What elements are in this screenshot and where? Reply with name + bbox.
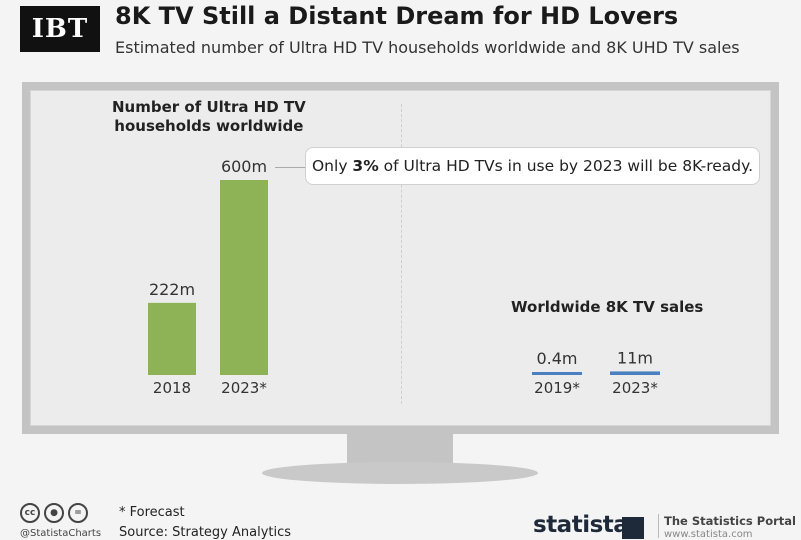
cc-icon: cc [20,503,40,523]
households-title-line2: households worldwide [114,117,304,135]
tv-stand-base [262,462,538,484]
ibt-logo: IBT [20,6,100,52]
chart-subtitle: Estimated number of Ultra HD TV househol… [115,38,740,57]
households-chart-title: Number of Ultra HD TV households worldwi… [112,98,306,136]
tv-frame [22,82,779,434]
statista-logo-icon [622,517,644,539]
statistics-portal-label: The Statistics Portal [664,514,796,528]
callout-prefix: Only [311,157,353,175]
callout-connector [275,167,305,168]
person-icon: ● [44,503,64,523]
callout-box: Only 3% of Ultra HD TVs in use by 2023 w… [305,147,760,185]
equals-icon: = [68,503,88,523]
source-note: Source: Strategy Analytics [119,525,292,540]
statista-handle: @StatistaCharts [20,528,102,539]
license-icons[interactable]: cc ● = [20,503,88,523]
callout-highlight: 3% [352,157,379,175]
portal-separator [658,514,659,538]
chart-title: 8K TV Still a Distant Dream for HD Lover… [115,2,679,30]
households-title-line1: Number of Ultra HD TV [112,98,306,116]
statista-brand[interactable]: statista [533,512,629,538]
callout-suffix: of Ultra HD TVs in use by 2023 will be 8… [378,157,754,175]
sales-chart-title: Worldwide 8K TV sales [511,298,704,316]
panel-divider [401,104,402,404]
forecast-note: * Forecast [119,505,185,520]
